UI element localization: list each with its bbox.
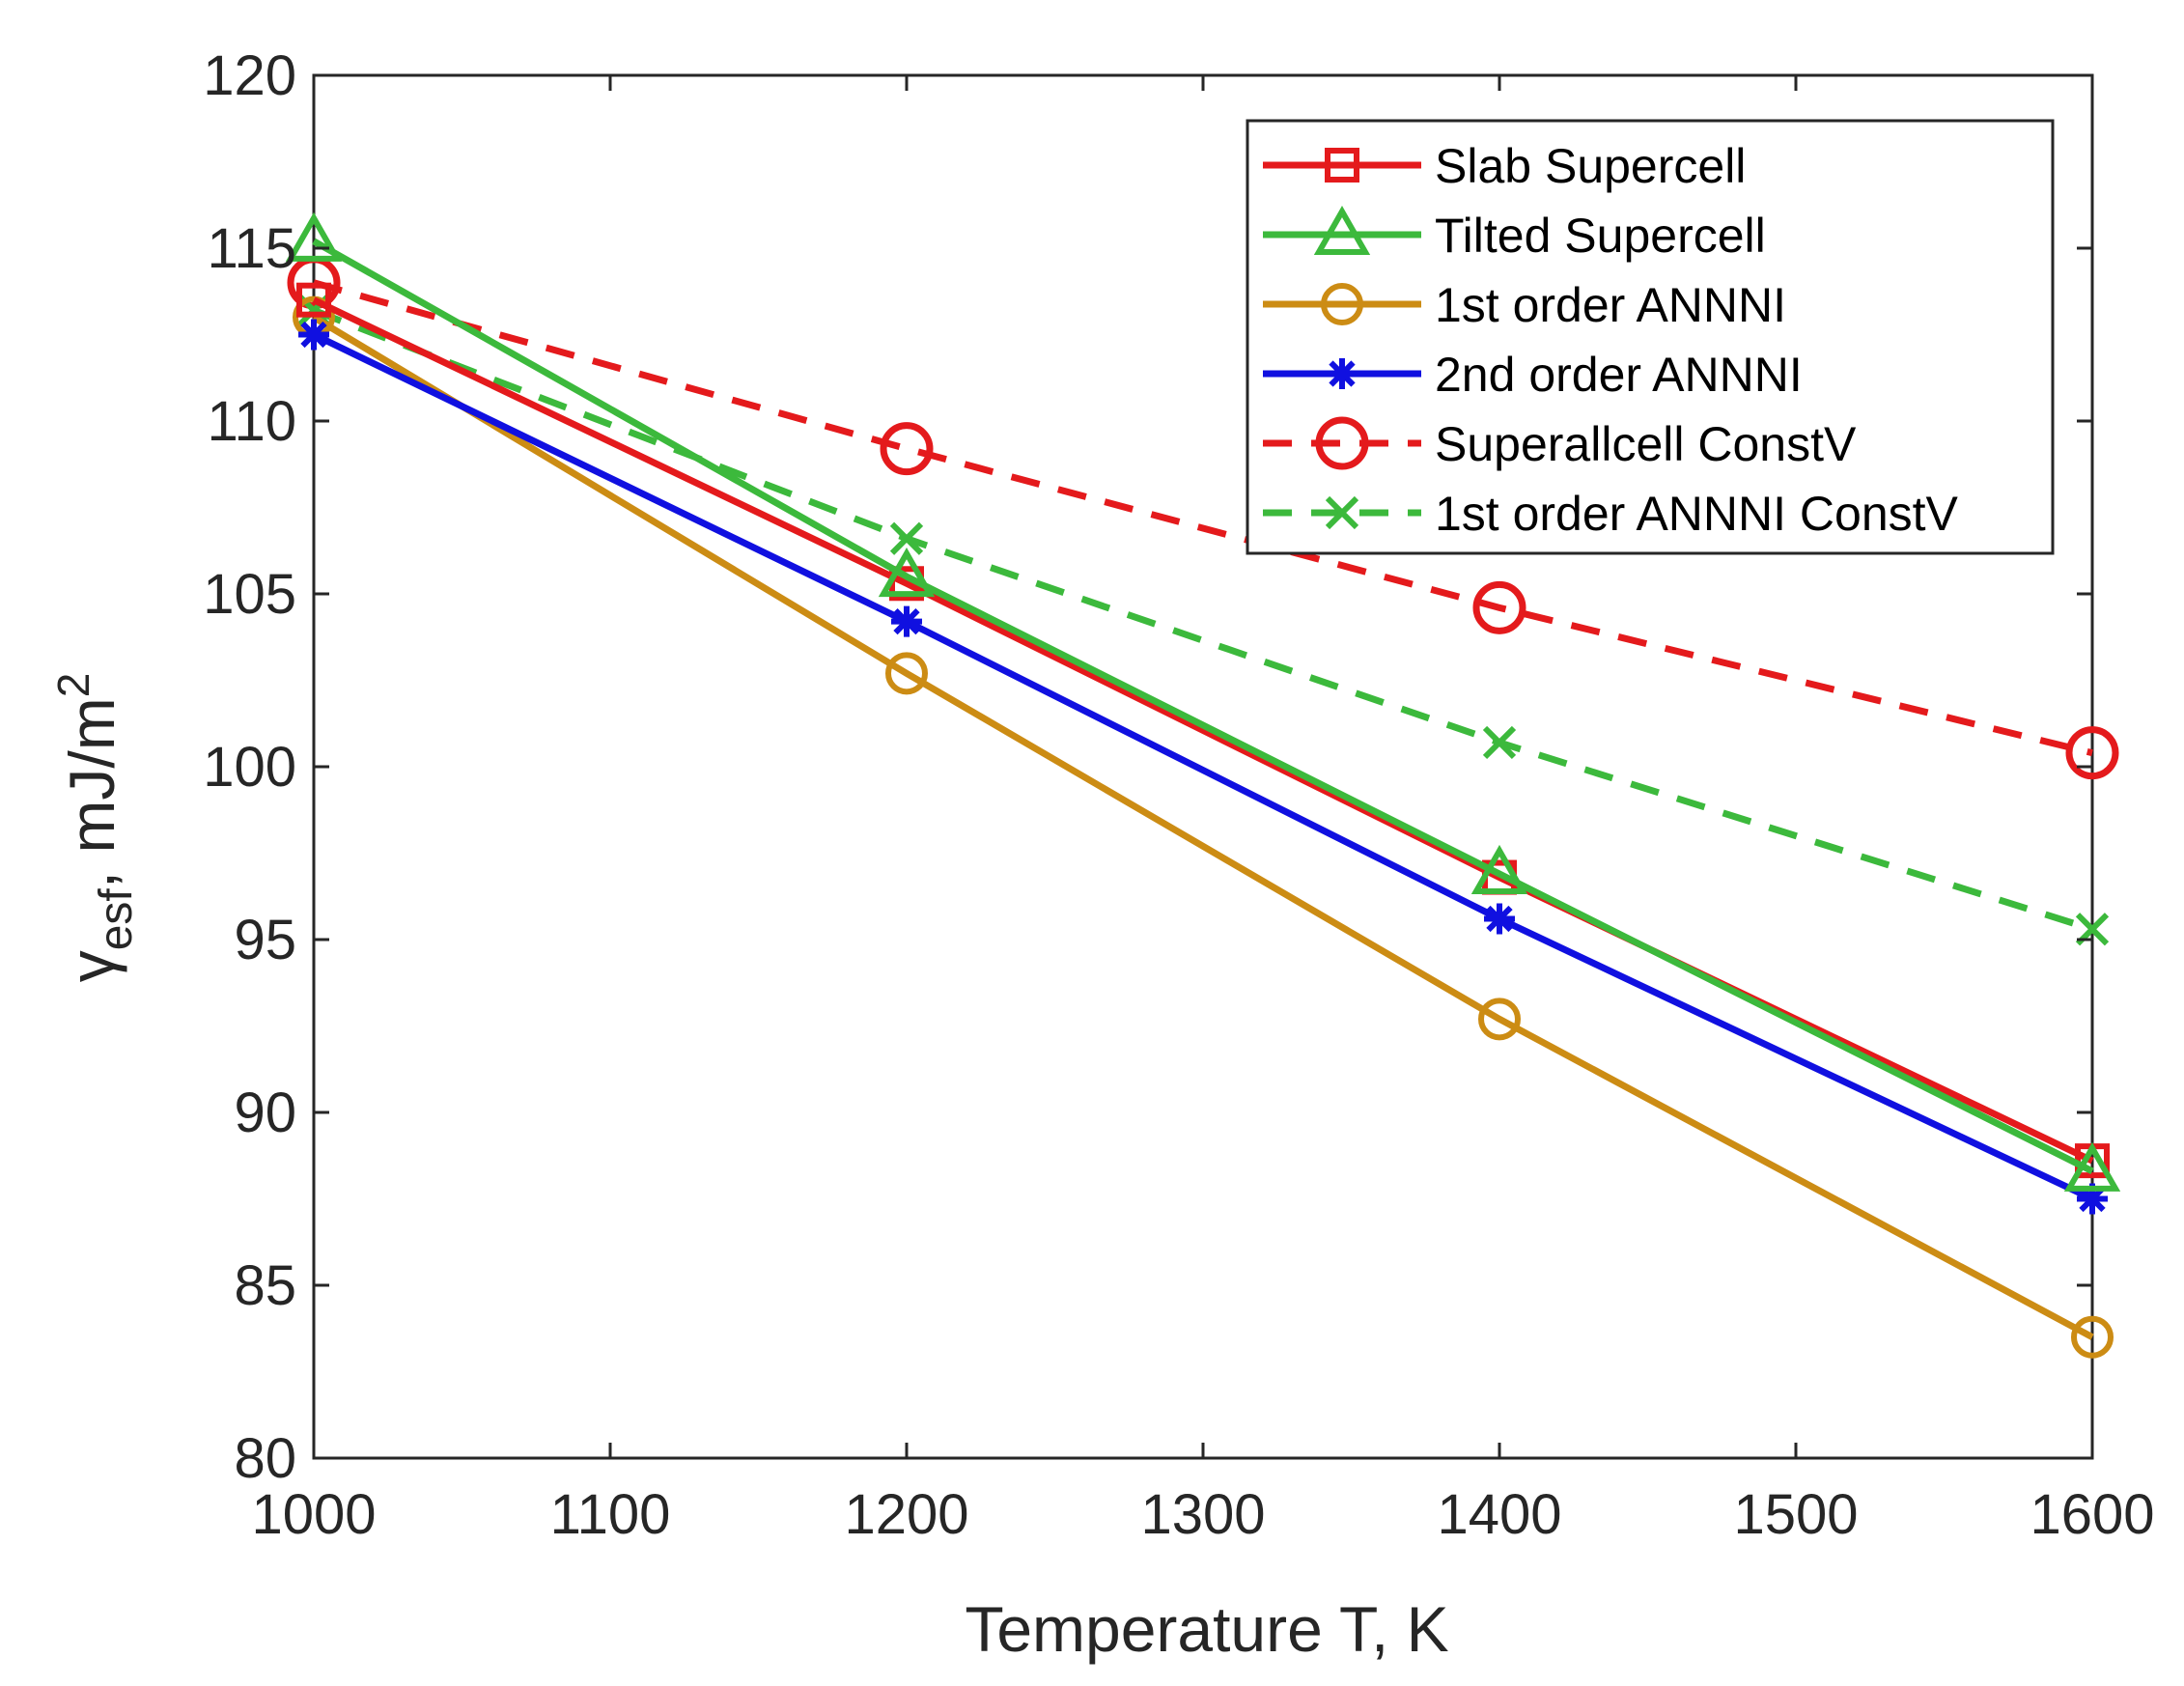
y-tick-label: 110 <box>208 390 296 453</box>
series-line <box>312 331 2094 1202</box>
data-point <box>1472 580 1526 634</box>
legend-label: Tilted Supercell <box>1435 209 1766 263</box>
data-point <box>1478 998 1521 1041</box>
legend: Slab Supercell Tilted Supercell 1st order … <box>1246 119 2055 555</box>
legend-entry: Slab Supercell <box>1263 139 1746 193</box>
series-line <box>312 314 2094 1340</box>
series-layer <box>285 211 2121 1359</box>
y-axis-unit: , mJ/m <box>56 697 127 888</box>
legend-box <box>1246 119 2055 555</box>
series-2nd-order-annni <box>298 319 2108 1215</box>
x-tick-label: 1400 <box>1437 1483 1561 1546</box>
data-point <box>889 521 924 555</box>
legend-label: 2nd order ANNNI <box>1435 348 1803 402</box>
y-axis-subscript: esf <box>91 888 142 951</box>
data-point <box>2063 1141 2121 1192</box>
y-tick-label: 85 <box>234 1254 296 1317</box>
series-1st-order-annni <box>293 295 2114 1359</box>
y-axis-superscript: 2 <box>48 673 98 698</box>
data-point <box>1470 844 1528 894</box>
legend-marker <box>1321 283 1363 325</box>
y-axis-symbol: γ <box>56 950 127 982</box>
legend-entry: 1st order ANNNI ConstV <box>1263 487 1959 541</box>
data-point <box>2065 726 2119 780</box>
legend-marker <box>1325 148 1359 183</box>
legend-entry: Tilted Supercell <box>1263 205 1766 263</box>
series-superallcell-constv <box>287 256 2119 780</box>
legend-label: Superallcell ConstV <box>1435 417 1857 471</box>
y-tick-label: 100 <box>203 736 296 799</box>
x-tick-label: 1300 <box>1140 1483 1265 1546</box>
legend-entry: 2nd order ANNNI <box>1263 348 1803 402</box>
y-tick-label: 90 <box>234 1082 296 1144</box>
y-tick-label: 80 <box>234 1427 296 1490</box>
legend-entry: Superallcell ConstV <box>1263 416 1857 471</box>
legend-label: 1st order ANNNI <box>1435 278 1786 332</box>
data-point <box>1484 903 1515 935</box>
data-point <box>2077 1183 2108 1215</box>
legend-marker <box>1327 358 1358 389</box>
y-tick-label: 105 <box>203 563 296 626</box>
data-point <box>298 319 329 351</box>
data-point <box>2071 1315 2114 1359</box>
series-tilted-supercell <box>285 211 2121 1192</box>
x-tick-label: 1200 <box>844 1483 968 1546</box>
series-line <box>313 279 2093 757</box>
legend-marker <box>1313 205 1371 255</box>
legend-entry: 1st order ANNNI <box>1263 278 1786 332</box>
data-point <box>1482 725 1517 760</box>
legend-label: 1st order ANNNI ConstV <box>1435 487 1959 541</box>
series-line <box>312 238 2094 1174</box>
series-line <box>312 307 2094 933</box>
x-tick-label: 1000 <box>251 1483 376 1546</box>
y-tick-label: 95 <box>234 909 296 971</box>
legend-label: Slab Supercell <box>1435 139 1746 193</box>
y-tick-label: 115 <box>208 217 296 280</box>
data-point <box>285 211 343 262</box>
x-tick-label: 1600 <box>2030 1483 2154 1546</box>
y-tick-label: 120 <box>203 44 296 107</box>
data-point <box>891 605 922 637</box>
data-point <box>296 282 331 318</box>
legend-marker <box>1315 416 1369 470</box>
data-point <box>880 422 934 476</box>
x-tick-label: 1500 <box>1733 1483 1858 1546</box>
legend-marker <box>1325 495 1359 530</box>
ticks-layer: 1000 1100 1200 1300 1400 1500 1600 80 85 90 95 100 1… <box>203 44 2154 1546</box>
x-axis-title: Temperature T, K <box>965 1593 1448 1665</box>
x-tick-label: 1100 <box>550 1483 671 1546</box>
y-axis-title: γesf, mJ/m2 <box>48 673 142 983</box>
data-point <box>878 548 936 598</box>
data-point <box>885 652 928 695</box>
